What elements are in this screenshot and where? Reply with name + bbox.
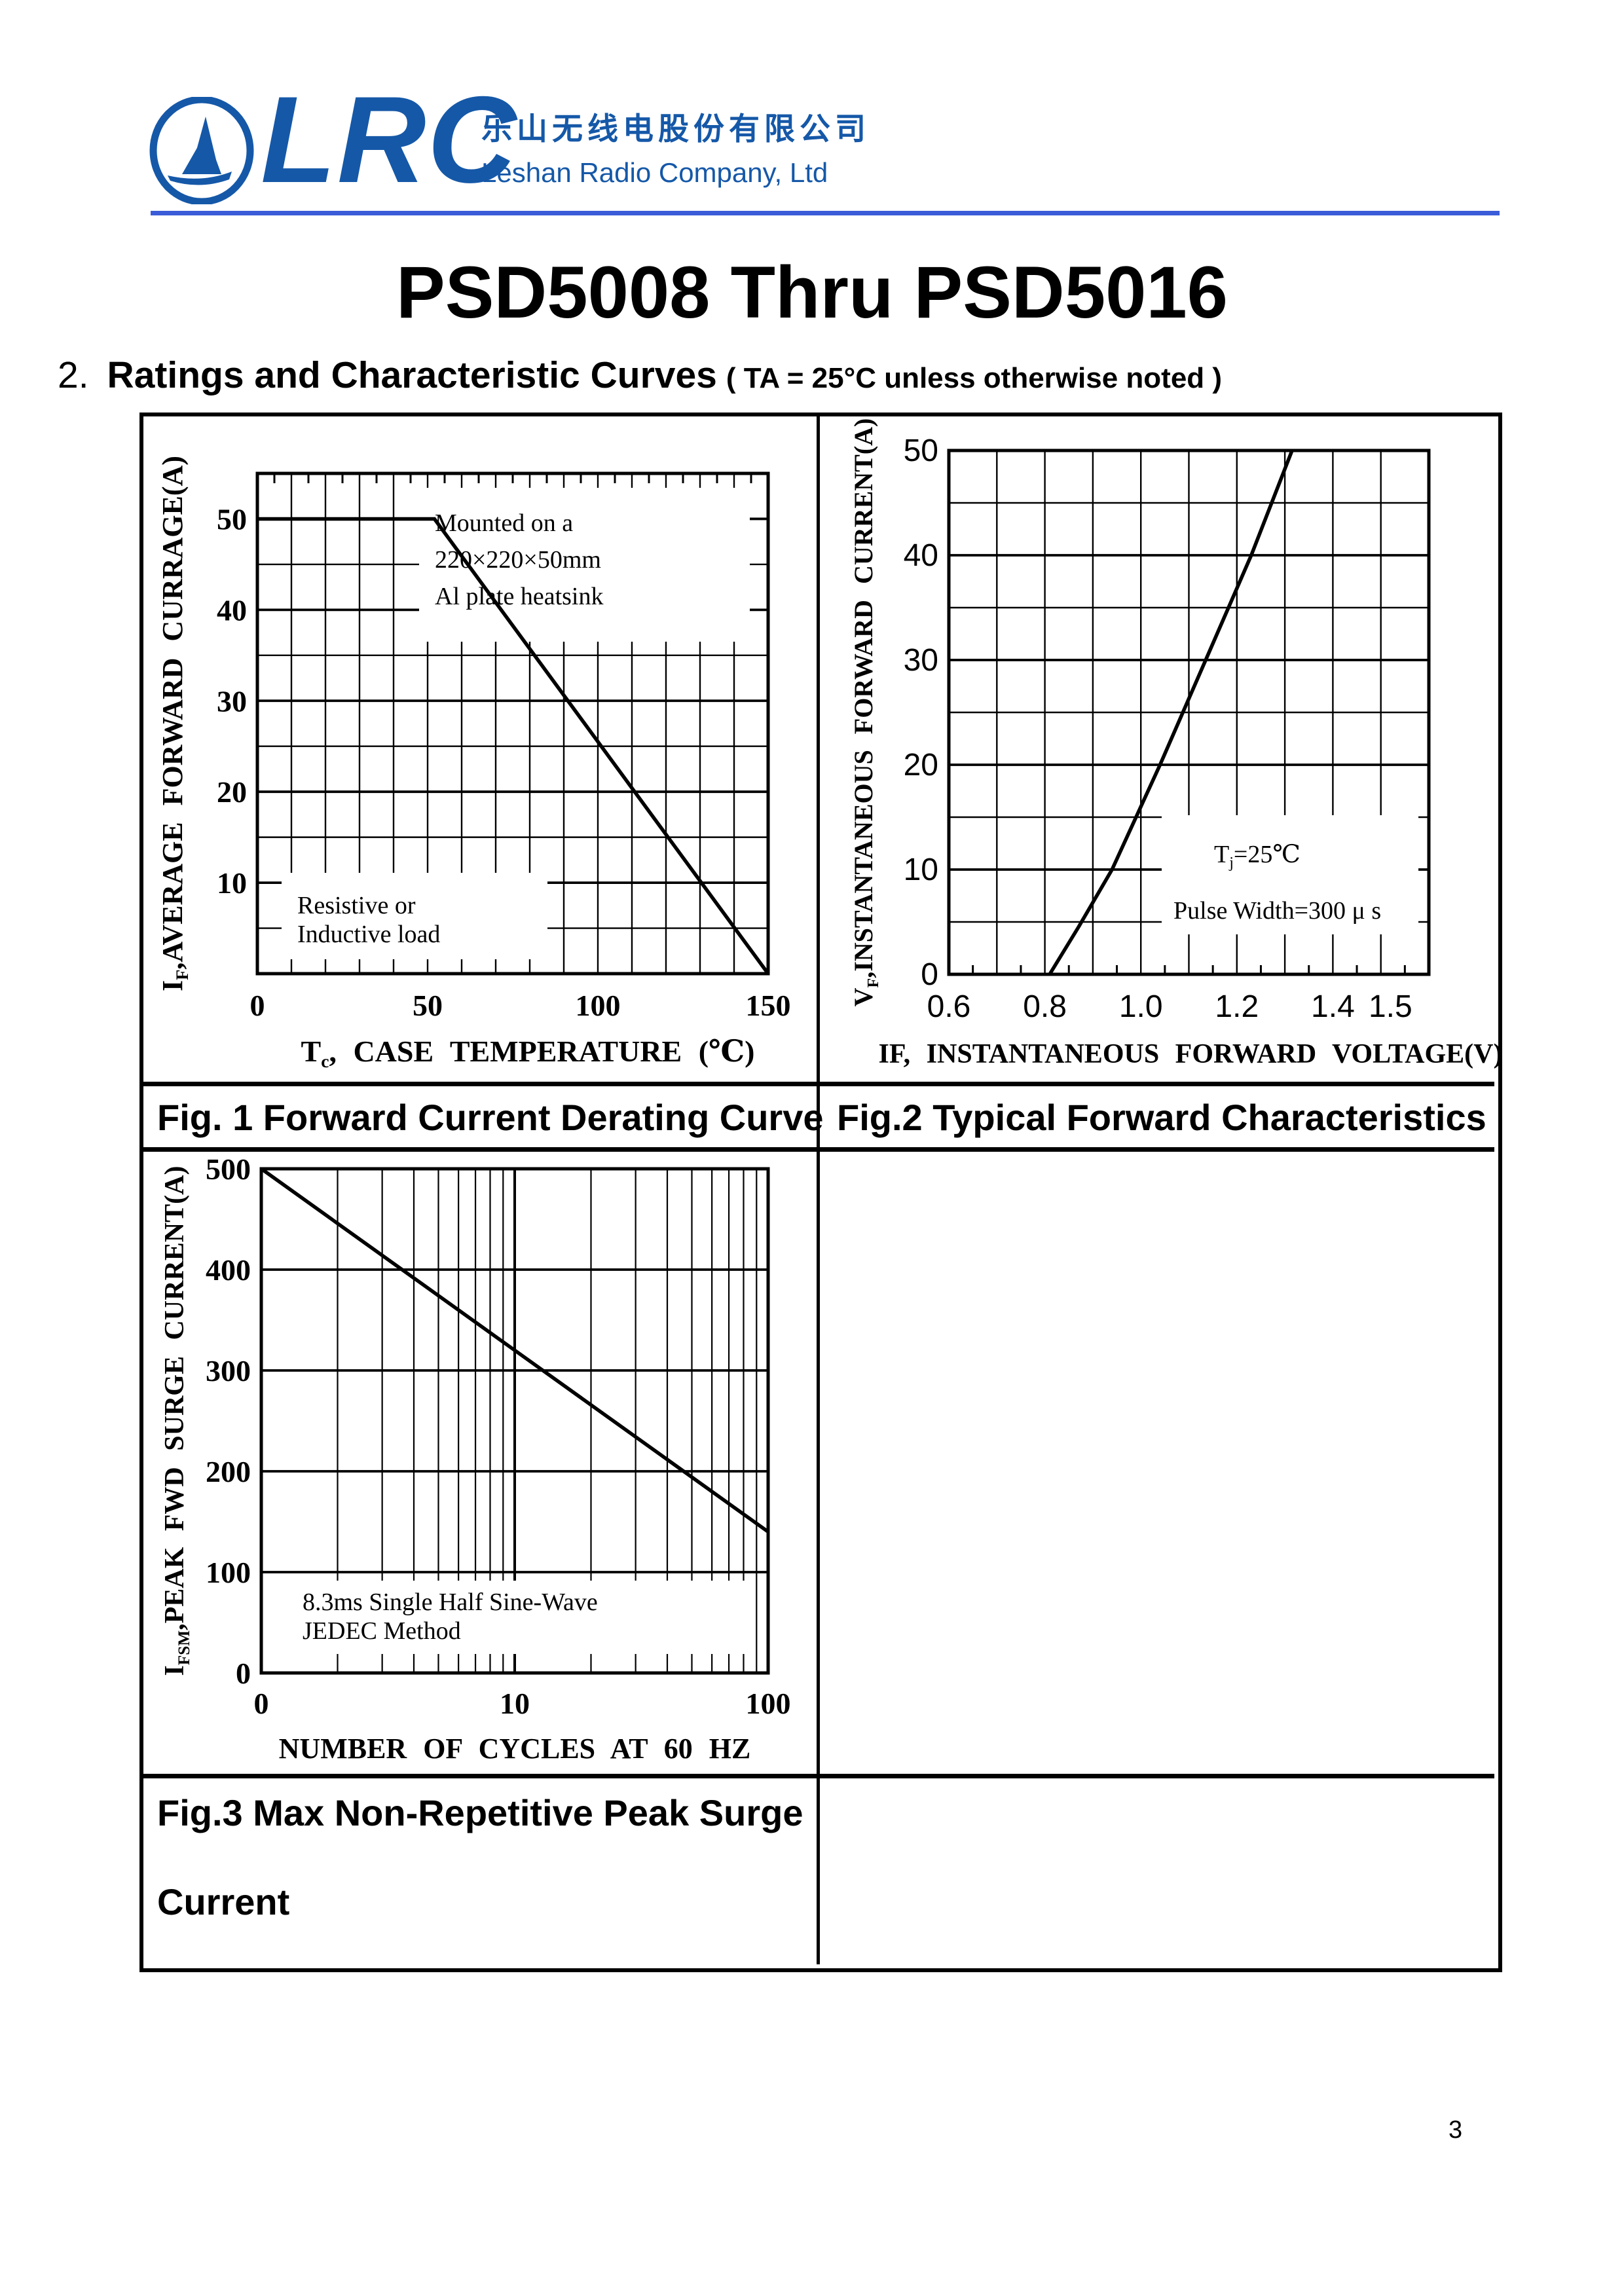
svg-text:100: 100 [206, 1556, 251, 1589]
fig1-plot-border [255, 471, 770, 976]
fig2-curve-forward-characteristic [1048, 450, 1294, 976]
svg-text:500: 500 [206, 1152, 251, 1186]
fig3-x-axis-title: NUMBER OF CYCLES AT 60 HZ [279, 1733, 751, 1765]
fig1-chart: Mounted on a 220×220×50mm Al plate heatsin… [157, 456, 791, 1071]
fig1-annotation-heatsink-note: Mounted on a 220×220×50mm Al plate heatsin… [419, 488, 750, 642]
table-column-divider [817, 413, 820, 1964]
svg-text:10: 10 [904, 853, 938, 887]
svg-text:20: 20 [217, 775, 247, 809]
svg-text:150: 150 [746, 989, 791, 1022]
fig3-tick-labels: 0 100 200 300 400 500 0 10 100 [206, 1152, 791, 1720]
svg-text:30: 30 [904, 643, 938, 678]
svg-text:1.4: 1.4 [1311, 989, 1355, 1024]
svg-text:Tj=25℃: Tj=25℃ [1214, 841, 1301, 872]
svg-text:200: 200 [206, 1455, 251, 1488]
fig2-caption: Fig.2 Typical Forward Characteristics [837, 1097, 1486, 1138]
svg-text:300: 300 [206, 1354, 251, 1387]
page-number: 3 [1449, 2116, 1463, 2144]
svg-text:100: 100 [746, 1687, 791, 1720]
fig2-x-axis-title: IF, INSTANTANEOUS FORWARD VOLTAGE(V) [879, 1039, 1501, 1069]
fig1-x-axis-title: Tc, CASE TEMPERATURE (℃) [301, 1035, 755, 1071]
table-row-line-1 [139, 1082, 1494, 1086]
svg-text:0: 0 [254, 1687, 269, 1720]
svg-text:10: 10 [217, 866, 247, 900]
fig3-caption-line2: Current [157, 1881, 290, 1922]
figure-table [139, 413, 1502, 1972]
svg-text:50: 50 [413, 989, 443, 1022]
svg-text:400: 400 [206, 1253, 251, 1287]
page-title: PSD5008 Thru PSD5016 [396, 251, 1228, 333]
header-divider [151, 211, 1500, 215]
svg-text:40: 40 [904, 538, 938, 573]
svg-text:1.2: 1.2 [1215, 989, 1259, 1024]
section-heading: 2. Ratings and Characteristic Curves ( TA … [58, 354, 1564, 397]
svg-text:50: 50 [904, 433, 938, 468]
fig1-caption: Fig. 1 Forward Current Derating Curve [157, 1097, 824, 1138]
svg-text:Pulse Width=300 μ s: Pulse Width=300 μ s [1173, 897, 1381, 925]
fig1-y-axis-title: IF,AVERAGE FORWARD CURRAGE(A) [157, 456, 192, 991]
svg-text:Al plate heatsink: Al plate heatsink [435, 583, 603, 610]
svg-text:Resistive or: Resistive or [297, 892, 416, 919]
svg-text:100: 100 [576, 989, 621, 1022]
fig3-plot-border [259, 1167, 770, 1675]
company-name-chinese: 乐山无线电股份有限公司 [481, 113, 870, 147]
fig1-curve-derating-curve [257, 517, 770, 975]
fig2-annotation-test-conditions: Tj=25℃ Pulse Width=300 μ s [1162, 815, 1418, 934]
table-row-line-2 [139, 1147, 1494, 1152]
fig2-tick-labels: 0 10 20 30 40 50 0.6 0.8 1.0 1.2 1.4 1.5 [904, 433, 1412, 1024]
lrc-logo-icon [149, 97, 254, 204]
table-row-line-3 [139, 1774, 1494, 1778]
fig3-curve-surge-current [260, 1167, 769, 1533]
section-condition: ( TA = 25°C unless otherwise noted ) [726, 362, 1223, 394]
company-name-english: Leshan Radio Company, Ltd [481, 157, 828, 188]
svg-text:0: 0 [236, 1657, 251, 1690]
section-title: Ratings and Characteristic Curves [107, 354, 717, 396]
fig3-caption-line1: Fig.3 Max Non-Repetitive Peak Surge [157, 1792, 803, 1833]
fig2-plot-border [947, 449, 1431, 976]
svg-text:50: 50 [217, 502, 247, 536]
svg-text:40: 40 [217, 593, 247, 627]
svg-text:0.6: 0.6 [927, 989, 971, 1024]
lrc-logo-text: LRC [261, 71, 518, 208]
svg-text:0: 0 [250, 989, 265, 1022]
svg-text:8.3ms Single Half Sine-Wave: 8.3ms Single Half Sine-Wave [303, 1588, 598, 1616]
svg-text:10: 10 [500, 1687, 530, 1720]
fig2-y-axis-title: VF,INSTANTANEOUS FORWARD CURRENT(A) [849, 418, 882, 1007]
svg-text:Inductive load: Inductive load [297, 921, 440, 948]
svg-text:Mounted on a: Mounted on a [435, 509, 573, 537]
svg-text:JEDEC Method: JEDEC Method [303, 1617, 461, 1645]
svg-text:1.0: 1.0 [1119, 989, 1163, 1024]
section-index: 2. [58, 354, 89, 396]
svg-text:30: 30 [217, 684, 247, 718]
svg-text:1.5: 1.5 [1369, 989, 1412, 1024]
svg-text:220×220×50mm: 220×220×50mm [435, 546, 601, 574]
svg-text:0.8: 0.8 [1023, 989, 1067, 1024]
fig1-tick-labels: 10 20 30 40 50 0 50 100 150 [217, 502, 791, 1022]
svg-text:20: 20 [904, 748, 938, 782]
fig3-y-axis-title: IFSM,PEAK FWD SURGE CURRENT(A) [160, 1166, 193, 1676]
svg-text:0: 0 [921, 957, 938, 992]
